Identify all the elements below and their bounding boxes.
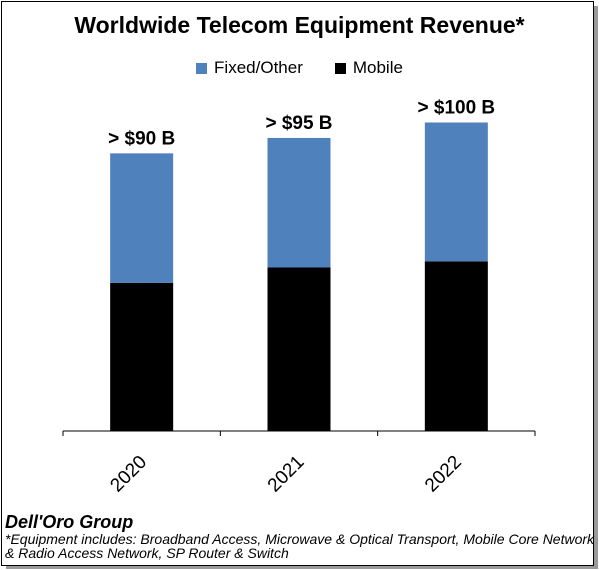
total-label-2021: > $95 B	[265, 113, 332, 134]
bar-mobile-2021	[267, 267, 331, 431]
legend-swatch-fixed-other	[196, 62, 208, 74]
bar-fixed-other-2020	[110, 153, 174, 283]
x-tick-label-2020: 2020	[106, 452, 151, 497]
total-label-2020: > $90 B	[108, 128, 175, 149]
footer-note: *Equipment includes: Broadband Access, M…	[5, 531, 595, 561]
footer-brand: Dell'Oro Group	[5, 512, 134, 532]
bar-mobile-2022	[424, 261, 488, 431]
legend-label-mobile: Mobile	[352, 58, 403, 77]
legend-item-mobile: Mobile	[334, 58, 403, 78]
x-tick-label-2022: 2022	[421, 452, 466, 497]
legend-label-fixed-other: Fixed/Other	[214, 58, 303, 77]
x-tick-label-2021: 2021	[264, 452, 309, 497]
bar-fixed-other-2022	[424, 122, 488, 262]
bar-mobile-2020	[110, 282, 174, 431]
total-label-2022: > $100 B	[418, 98, 496, 119]
chart-legend: Fixed/Other Mobile	[0, 58, 599, 78]
legend-swatch-mobile	[334, 62, 346, 74]
bar-fixed-other-2021	[267, 137, 331, 268]
legend-item-fixed-other: Fixed/Other	[196, 58, 303, 78]
chart-title: Worldwide Telecom Equipment Revenue*	[74, 12, 525, 38]
